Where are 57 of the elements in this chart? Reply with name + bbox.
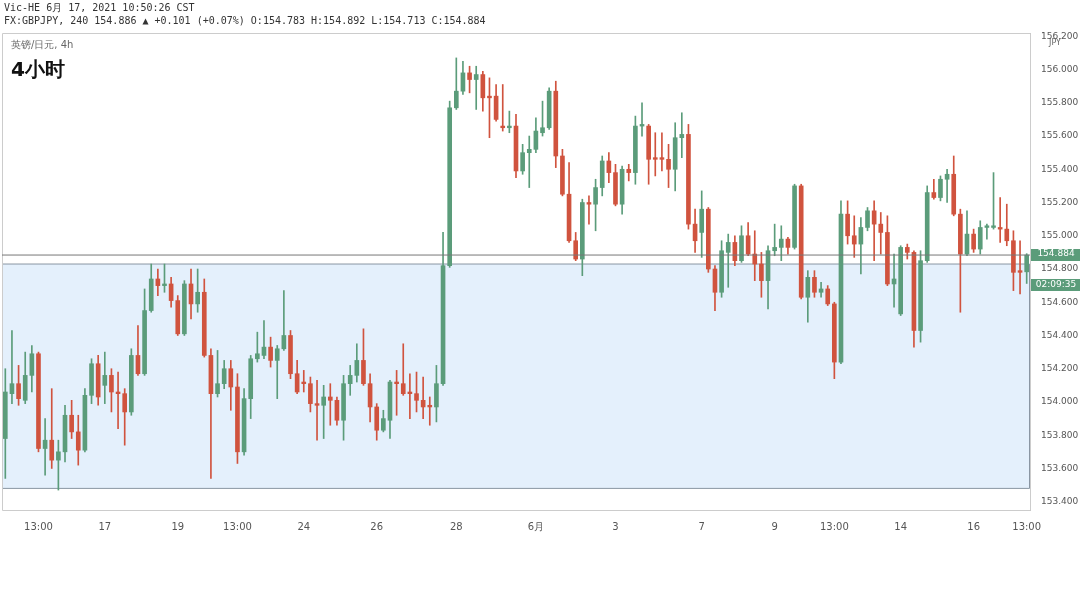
x-tick-label: 14 [894,520,908,532]
y-tick-label: 154.000 [1041,396,1079,407]
candlestick [473,65,479,110]
y-tick-label: 155.200 [1041,196,1079,207]
candlestick [652,132,658,177]
candlestick [427,396,433,426]
candlestick [526,135,532,188]
x-tick-label: 28 [449,520,463,532]
candlestick [314,380,320,441]
x-tick-label: 19 [171,520,185,532]
y-tick-label: 155.400 [1041,163,1079,174]
x-tick-label: 13:00 [819,520,849,532]
y-tick-label: 154.800 [1041,263,1079,274]
y-tick-label: 154.400 [1041,329,1079,340]
candlestick [725,233,731,288]
candlestick [301,370,307,393]
candlestick [500,84,506,132]
candlestick [49,388,55,469]
x-tick-label: 24 [297,520,311,532]
text: 4小时 [11,57,65,82]
candlestick [878,212,884,255]
x-tick-label: 6月 [527,520,545,532]
candlestick [102,351,108,404]
x-tick-label: 13:00 [223,520,252,532]
candlestick [984,223,990,240]
x-tick-label: 7 [698,520,705,532]
candlestick [400,343,406,396]
x-tick-label: 26 [370,520,384,532]
candlestick [851,215,857,258]
candlestick [626,163,632,182]
y-tick-label: 155.600 [1041,130,1079,141]
y-tick-label: 153.600 [1041,462,1079,473]
candlestick [327,383,333,426]
candlestick [274,345,280,399]
ref-line-label: 154.884 [1037,248,1075,259]
x-tick-label: 3 [612,520,619,532]
candlestick [1017,240,1023,295]
x-tick-label: 13:00 [1012,520,1042,532]
y-tick-label: 155.000 [1041,230,1079,241]
y-tick-label: 154.600 [1041,296,1079,307]
x-tick-label: 9 [771,520,778,532]
x-tick-label: 16 [967,520,980,532]
candlestick [659,132,665,172]
text: 02:09:35 [1035,279,1077,290]
y-tick-label: 153.800 [1041,429,1079,440]
y-tick-label: 155.800 [1041,97,1079,108]
text: FX:GBPJPY, 240 154.886 ▲ +0.101 (+0.07%) O:154.783 H:154.892 L:154.713 C:154.884 [4,14,486,26]
x-tick-label: 13:00 [24,520,53,532]
y-tick-label: 156.000 [1041,63,1079,74]
candlestick [586,195,592,225]
y-tick-label: 154.200 [1041,363,1079,374]
text: Vic-HE 6月 17, 2021 10:50:26 CST [4,1,195,13]
x-tick-label: 17 [98,520,112,532]
y-axis-title: JPY [1048,38,1062,48]
candlestick [944,168,950,203]
text: 英镑/日元, 4h [11,38,74,50]
y-tick-label: 153.400 [1041,496,1079,507]
